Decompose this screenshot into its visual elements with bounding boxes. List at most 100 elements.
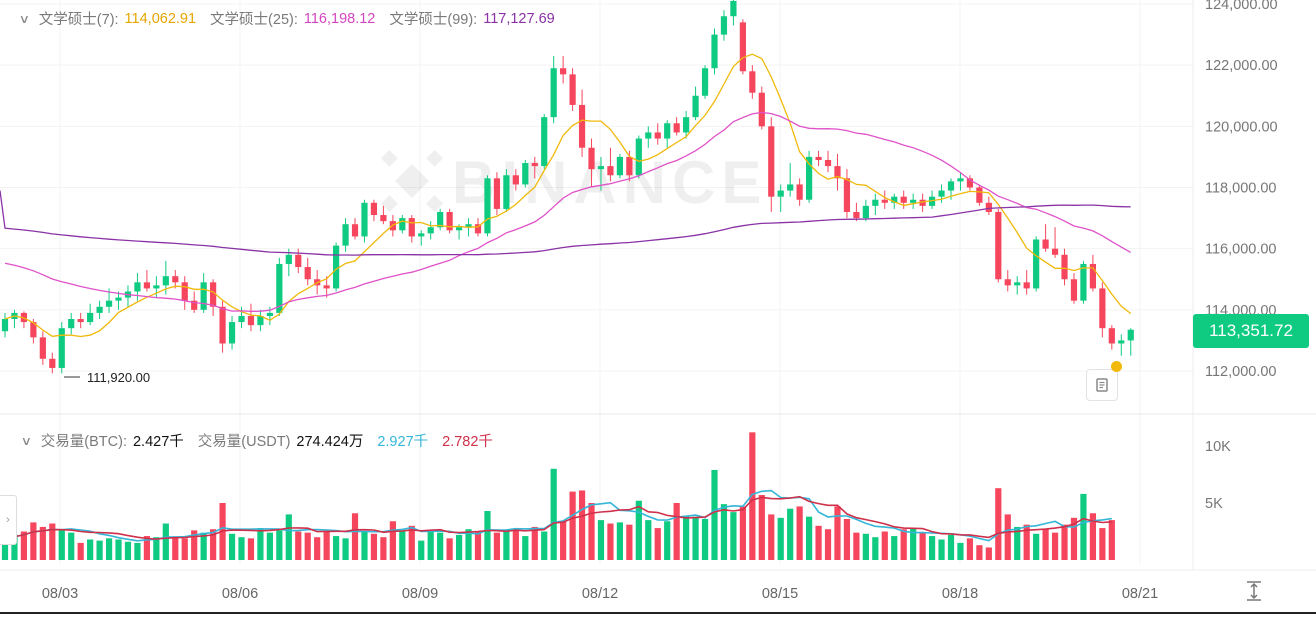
volume-bar	[58, 530, 65, 560]
candle	[701, 65, 709, 99]
candle	[853, 202, 860, 222]
candle-body	[985, 202, 992, 212]
candle	[11, 309, 18, 329]
volume-bar	[645, 520, 652, 560]
candle-body	[550, 68, 557, 118]
candle	[361, 199, 368, 243]
price-tick-label: 124,000.00	[1205, 0, 1278, 13]
candle-body	[607, 166, 614, 176]
candle-body	[191, 300, 198, 310]
candle	[247, 303, 255, 332]
candle	[219, 300, 226, 353]
volume-bar	[39, 526, 46, 560]
notes-button[interactable]	[1086, 369, 1118, 401]
volume-bar	[711, 469, 718, 560]
volume-bar	[418, 540, 425, 560]
time-axis[interactable]: 08/03 08/06 08/09 08/12 08/15 08/18 08/21	[42, 586, 1158, 602]
candle-body	[824, 159, 832, 167]
chevron-down-icon[interactable]: ∨	[18, 11, 31, 26]
candle	[1042, 224, 1049, 252]
volume-bar	[314, 537, 321, 560]
time-tick-label: 08/21	[1122, 586, 1158, 602]
volume-bar	[1099, 528, 1106, 560]
expand-panel-button[interactable]: ›	[0, 495, 17, 545]
candle-body	[976, 187, 983, 203]
candle-body	[285, 254, 292, 264]
volume-bar	[862, 533, 869, 560]
volume-bar	[96, 540, 103, 560]
volume-bar	[295, 531, 302, 560]
candle	[569, 68, 576, 112]
volume-bar	[578, 490, 586, 560]
volume-bar	[739, 506, 746, 560]
candle-body	[446, 211, 453, 231]
volume-bar	[437, 532, 444, 560]
candle	[673, 117, 680, 136]
candle-body	[1, 319, 9, 332]
candle-body	[1118, 340, 1125, 344]
chevron-down-icon[interactable]: ∨	[20, 433, 33, 448]
price-axis[interactable]: 124,000.00 122,000.00 120,000.00 118,000.00…	[1205, 0, 1278, 380]
candle	[1118, 334, 1125, 356]
candle-body	[872, 199, 879, 206]
candle-body	[247, 315, 255, 326]
volume-bar	[285, 514, 292, 560]
candle-body	[143, 282, 150, 289]
volume-bar	[607, 523, 614, 560]
candle	[806, 150, 813, 203]
volume-bar	[995, 488, 1002, 560]
candle-body	[474, 224, 482, 234]
volume-bar	[541, 531, 548, 560]
candle	[654, 123, 661, 145]
candle-body	[928, 196, 936, 206]
candle-body	[333, 245, 340, 289]
volume-usdt-label: 交易量(USDT)	[197, 434, 291, 450]
candle	[1070, 273, 1078, 304]
volume-bar	[843, 518, 851, 560]
candle-body	[351, 224, 359, 237]
volume-bar	[172, 537, 179, 560]
candle	[512, 169, 519, 191]
volume-bar	[1061, 524, 1068, 560]
candle-body	[39, 337, 46, 359]
candle-body	[815, 156, 822, 160]
volume-bar	[1070, 517, 1078, 560]
volume-bar	[758, 495, 765, 560]
candle-body	[541, 117, 548, 167]
candle	[210, 279, 217, 316]
candle	[777, 184, 784, 212]
candle-body	[1004, 279, 1011, 286]
ma99-line	[0, 190, 1131, 256]
volume-bar	[597, 520, 605, 560]
volume-bar	[853, 532, 860, 560]
ma25-value: 116,198.12	[303, 10, 376, 27]
volume-bar	[787, 508, 794, 560]
candle	[531, 156, 538, 179]
candle	[1061, 248, 1068, 286]
volume-bar	[333, 536, 340, 560]
axis-scale-button[interactable]	[1240, 578, 1268, 604]
candle	[493, 172, 501, 216]
candle-body	[711, 34, 718, 69]
candle	[749, 65, 756, 99]
volume-bar	[815, 525, 822, 560]
last-price-badge: 113,351.72	[1193, 314, 1309, 348]
candle	[1014, 276, 1021, 295]
candle-body	[465, 224, 472, 228]
volume-bar	[370, 533, 378, 560]
volume-bar	[1089, 513, 1096, 560]
volume-bar	[720, 504, 728, 560]
candle	[550, 55, 557, 124]
candle	[153, 276, 160, 298]
candle-body	[512, 175, 519, 185]
candle	[730, 0, 737, 26]
volume-bar	[30, 522, 37, 560]
candle	[1108, 325, 1115, 350]
candle	[522, 159, 529, 188]
candle-body	[739, 22, 746, 72]
candle-body	[1061, 254, 1068, 280]
candle-body	[342, 224, 349, 246]
candle-body	[560, 68, 567, 75]
